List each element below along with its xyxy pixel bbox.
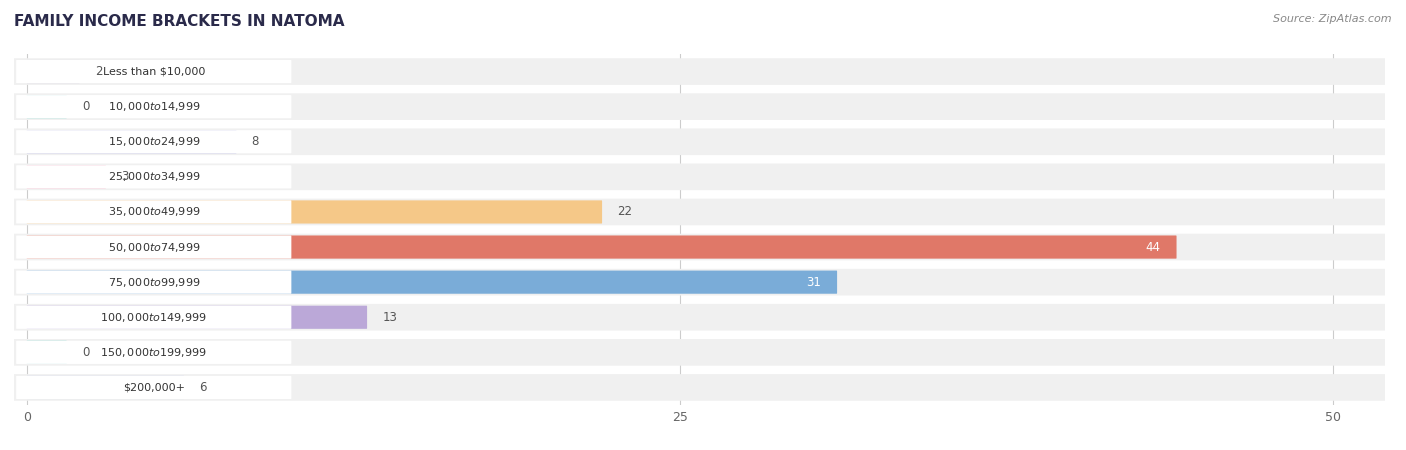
FancyBboxPatch shape <box>27 95 67 118</box>
Text: 3: 3 <box>121 171 128 183</box>
Text: $50,000 to $74,999: $50,000 to $74,999 <box>107 241 200 253</box>
FancyBboxPatch shape <box>27 270 837 294</box>
FancyBboxPatch shape <box>14 269 1385 296</box>
Text: $75,000 to $99,999: $75,000 to $99,999 <box>107 276 200 288</box>
FancyBboxPatch shape <box>14 339 1385 366</box>
FancyBboxPatch shape <box>27 130 236 153</box>
FancyBboxPatch shape <box>15 60 291 83</box>
FancyBboxPatch shape <box>14 198 1385 225</box>
FancyBboxPatch shape <box>15 270 291 294</box>
FancyBboxPatch shape <box>15 341 291 364</box>
FancyBboxPatch shape <box>14 304 1385 331</box>
Text: $15,000 to $24,999: $15,000 to $24,999 <box>107 135 200 148</box>
FancyBboxPatch shape <box>14 374 1385 401</box>
Text: 44: 44 <box>1146 241 1160 253</box>
Text: 22: 22 <box>617 206 633 218</box>
FancyBboxPatch shape <box>27 235 1177 259</box>
Text: $150,000 to $199,999: $150,000 to $199,999 <box>100 346 207 359</box>
Text: 8: 8 <box>252 135 259 148</box>
FancyBboxPatch shape <box>15 130 291 153</box>
Text: $10,000 to $14,999: $10,000 to $14,999 <box>107 100 200 113</box>
FancyBboxPatch shape <box>14 234 1385 261</box>
Text: $100,000 to $149,999: $100,000 to $149,999 <box>100 311 207 324</box>
FancyBboxPatch shape <box>27 200 602 224</box>
Text: $25,000 to $34,999: $25,000 to $34,999 <box>107 171 200 183</box>
FancyBboxPatch shape <box>15 235 291 259</box>
FancyBboxPatch shape <box>15 165 291 189</box>
Text: 0: 0 <box>82 100 90 113</box>
Text: 0: 0 <box>82 346 90 359</box>
FancyBboxPatch shape <box>27 60 80 83</box>
Text: 2: 2 <box>96 65 103 78</box>
FancyBboxPatch shape <box>14 163 1385 190</box>
Text: Source: ZipAtlas.com: Source: ZipAtlas.com <box>1274 14 1392 23</box>
FancyBboxPatch shape <box>27 376 184 399</box>
Text: FAMILY INCOME BRACKETS IN NATOMA: FAMILY INCOME BRACKETS IN NATOMA <box>14 14 344 28</box>
FancyBboxPatch shape <box>15 200 291 224</box>
Text: $35,000 to $49,999: $35,000 to $49,999 <box>107 206 200 218</box>
FancyBboxPatch shape <box>27 306 367 329</box>
Text: 6: 6 <box>200 381 207 394</box>
FancyBboxPatch shape <box>14 128 1385 155</box>
Text: Less than $10,000: Less than $10,000 <box>103 67 205 76</box>
FancyBboxPatch shape <box>27 341 67 364</box>
Text: 13: 13 <box>382 311 396 324</box>
FancyBboxPatch shape <box>15 306 291 329</box>
FancyBboxPatch shape <box>27 165 105 189</box>
FancyBboxPatch shape <box>14 58 1385 85</box>
Text: $200,000+: $200,000+ <box>122 382 184 392</box>
FancyBboxPatch shape <box>15 95 291 118</box>
Text: 31: 31 <box>806 276 821 288</box>
FancyBboxPatch shape <box>14 93 1385 120</box>
FancyBboxPatch shape <box>15 376 291 399</box>
